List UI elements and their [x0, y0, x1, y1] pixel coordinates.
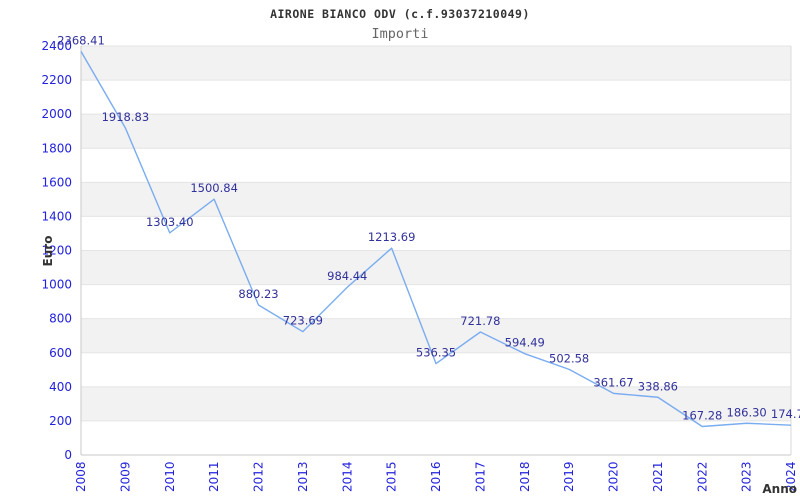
svg-text:2014: 2014	[340, 461, 354, 492]
svg-text:400: 400	[49, 380, 72, 394]
svg-text:0: 0	[64, 448, 72, 462]
svg-text:1500.84: 1500.84	[190, 181, 238, 195]
svg-text:2023: 2023	[740, 461, 754, 492]
svg-text:723.69: 723.69	[283, 314, 323, 328]
svg-text:536.35: 536.35	[416, 346, 456, 360]
svg-text:1600: 1600	[41, 175, 72, 189]
svg-text:2016: 2016	[429, 461, 443, 492]
svg-text:880.23: 880.23	[238, 287, 278, 301]
svg-text:721.78: 721.78	[460, 314, 500, 328]
svg-text:1918.83: 1918.83	[102, 110, 150, 124]
svg-text:2000: 2000	[41, 107, 72, 121]
svg-text:2020: 2020	[607, 461, 621, 492]
svg-text:2021: 2021	[651, 461, 665, 492]
chart-subtitle: Importi	[371, 26, 429, 42]
svg-text:174.79: 174.79	[771, 407, 800, 421]
svg-text:2017: 2017	[473, 461, 487, 492]
svg-text:1303.40: 1303.40	[146, 215, 194, 229]
y-axis-title: Euro	[41, 236, 55, 267]
svg-text:594.49: 594.49	[505, 336, 545, 350]
series-line	[80, 51, 792, 428]
svg-text:2024: 2024	[784, 461, 798, 492]
svg-text:2010: 2010	[163, 461, 177, 492]
svg-text:2200: 2200	[41, 73, 72, 87]
svg-text:1200: 1200	[41, 244, 72, 258]
svg-text:2368.41: 2368.41	[57, 33, 105, 47]
svg-text:2015: 2015	[385, 461, 399, 492]
svg-text:338.86: 338.86	[638, 379, 678, 393]
axis-titles: Euro Anno	[41, 236, 797, 496]
svg-text:2022: 2022	[695, 461, 709, 492]
svg-text:2018: 2018	[518, 461, 532, 492]
svg-text:2008: 2008	[74, 461, 88, 492]
page-title: AIRONE BIANCO ODV (c.f.93037210049)	[270, 7, 530, 21]
svg-text:2012: 2012	[252, 461, 266, 492]
plot-bands	[81, 46, 791, 421]
svg-text:502.58: 502.58	[549, 351, 589, 365]
axis-lines	[80, 46, 791, 456]
svg-text:361.67: 361.67	[593, 375, 633, 389]
svg-text:1213.69: 1213.69	[368, 230, 416, 244]
svg-text:1400: 1400	[41, 209, 72, 223]
svg-text:186.30: 186.30	[727, 405, 767, 419]
svg-text:167.28: 167.28	[682, 408, 722, 422]
svg-text:984.44: 984.44	[327, 269, 367, 283]
point-labels: 2368.41 1918.83 1303.40 1500.84 880.23 723.69…	[57, 33, 800, 422]
svg-text:2400: 2400	[41, 39, 72, 53]
x-axis-title: Anno	[762, 482, 797, 496]
svg-text:200: 200	[49, 414, 72, 428]
svg-text:2019: 2019	[562, 461, 576, 492]
svg-text:2011: 2011	[207, 461, 221, 492]
gridlines	[81, 45, 792, 455]
svg-text:1800: 1800	[41, 141, 72, 155]
svg-text:1000: 1000	[41, 278, 72, 292]
svg-text:600: 600	[49, 346, 72, 360]
svg-text:2013: 2013	[296, 461, 310, 492]
svg-text:800: 800	[49, 312, 72, 326]
svg-text:2009: 2009	[118, 461, 132, 492]
x-axis-labels: 2008 2009 2010 2011 2012 2013 2014 2015 2016 2017…	[74, 461, 798, 492]
y-axis-labels: 0 200 400 600 800 1000 1200 1400 1600 1800 2000 220…	[41, 39, 72, 462]
